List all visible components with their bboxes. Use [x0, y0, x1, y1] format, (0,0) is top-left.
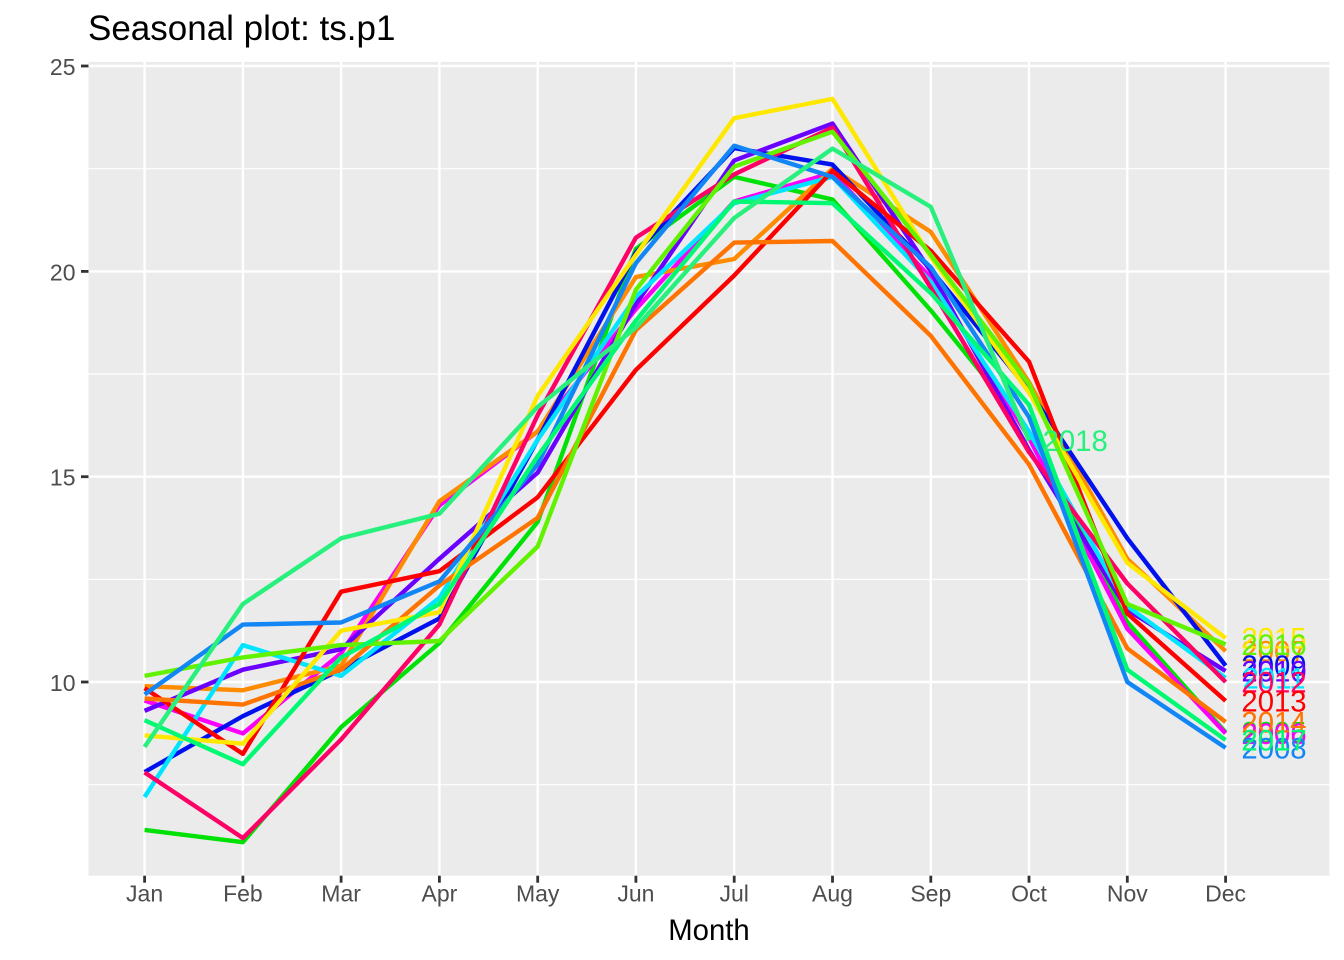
svg-text:2008: 2008 [1241, 732, 1306, 765]
svg-text:2016: 2016 [1241, 629, 1306, 662]
svg-text:Dec: Dec [1205, 881, 1246, 907]
svg-text:2006: 2006 [1241, 718, 1306, 751]
svg-text:2011: 2011 [1243, 662, 1306, 695]
svg-text:2017: 2017 [1241, 725, 1306, 758]
svg-text:2015: 2015 [1241, 623, 1306, 656]
svg-text:Sep: Sep [910, 881, 951, 907]
svg-text:Nov: Nov [1107, 881, 1148, 907]
svg-text:Jul: Jul [719, 881, 748, 907]
svg-text:2005: 2005 [1241, 717, 1306, 750]
svg-text:2012: 2012 [1241, 667, 1306, 700]
svg-text:Aug: Aug [812, 881, 853, 907]
svg-text:2009: 2009 [1241, 650, 1306, 683]
svg-text:15: 15 [50, 465, 76, 491]
svg-text:Jan: Jan [126, 881, 163, 907]
svg-text:2014: 2014 [1241, 706, 1306, 739]
svg-text:10: 10 [50, 670, 76, 696]
svg-text:Feb: Feb [223, 881, 263, 907]
svg-text:2018: 2018 [1043, 425, 1108, 458]
svg-text:Seasonal plot: ts.p1: Seasonal plot: ts.p1 [88, 9, 395, 48]
svg-text:May: May [516, 881, 560, 907]
svg-text:Month: Month [668, 914, 749, 947]
svg-text:2007: 2007 [1241, 636, 1306, 669]
svg-text:2010: 2010 [1241, 656, 1306, 689]
svg-text:Mar: Mar [321, 881, 361, 907]
svg-text:20: 20 [50, 259, 76, 285]
svg-text:Apr: Apr [422, 881, 458, 907]
svg-text:2013: 2013 [1241, 685, 1306, 718]
svg-text:Oct: Oct [1011, 881, 1047, 907]
svg-text:Jun: Jun [617, 881, 654, 907]
svg-text:25: 25 [50, 54, 76, 80]
